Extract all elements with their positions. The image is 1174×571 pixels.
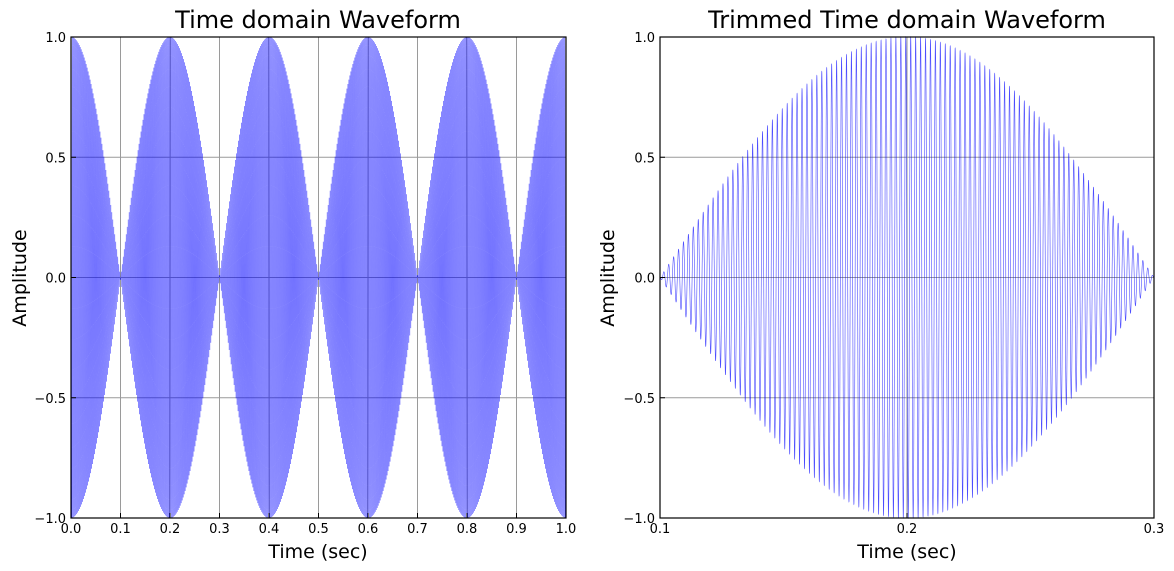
y-tick-label: 0.0 — [45, 272, 66, 287]
x-tick-label: 0.9 — [506, 522, 527, 537]
x-tick-label: 0.2 — [160, 522, 181, 537]
plot-frame — [659, 36, 1155, 519]
x-tick-label: 0.2 — [897, 522, 918, 537]
x-axis-label: Time (sec) — [856, 541, 956, 563]
plot-frame — [70, 36, 567, 519]
x-tick-label: 0.3 — [209, 522, 230, 537]
x-tick-label: 0.1 — [650, 522, 671, 537]
y-tick-label: −1.0 — [623, 512, 655, 527]
chart-time-domain-waveform: Time domain Waveform Time (sec) Amplitud… — [9, 6, 576, 563]
y-tick-label: 0.0 — [634, 272, 655, 287]
y-tick-label: 1.0 — [45, 31, 66, 46]
x-axis-label: Time (sec) — [267, 541, 367, 563]
y-axis-label: Amplitude — [9, 229, 31, 326]
y-tick-label: 0.5 — [45, 151, 66, 166]
x-tick-label: 0.0 — [61, 522, 82, 537]
x-tick-label: 1.0 — [556, 522, 577, 537]
y-tick-label: −1.0 — [34, 512, 66, 527]
series-line — [659, 36, 1155, 519]
x-axis-ticks: 0.1 0.2 0.3 — [650, 513, 1165, 537]
x-tick-label: 0.8 — [457, 522, 478, 537]
x-tick-label: 0.1 — [110, 522, 131, 537]
y-tick-label: 1.0 — [634, 31, 655, 46]
y-tick-label: −0.5 — [623, 392, 655, 407]
x-tick-label: 0.7 — [407, 522, 428, 537]
y-axis-ticks: 1.0 0.5 0.0 −0.5 −1.0 — [623, 31, 665, 527]
chart-title: Trimmed Time domain Waveform — [707, 6, 1106, 34]
y-axis-ticks: 1.0 0.5 0.0 −0.5 −1.0 — [34, 31, 76, 527]
x-tick-label: 0.5 — [308, 522, 329, 537]
y-tick-label: 0.5 — [634, 151, 655, 166]
x-axis-ticks: 0.0 0.1 0.2 0.3 0.4 0.5 0.6 0.7 0.8 0.9 1.0 — [61, 513, 577, 537]
y-axis-label: Amplitude — [597, 229, 619, 326]
y-tick-label: −0.5 — [34, 392, 66, 407]
x-tick-label: 0.3 — [1144, 522, 1165, 537]
x-tick-label: 0.6 — [358, 522, 379, 537]
chart-trimmed-time-domain-waveform: Trimmed Time domain Waveform Time (sec) … — [597, 6, 1164, 563]
series-line — [70, 37, 567, 518]
chart-title: Time domain Waveform — [174, 6, 461, 34]
x-tick-label: 0.4 — [259, 522, 280, 537]
